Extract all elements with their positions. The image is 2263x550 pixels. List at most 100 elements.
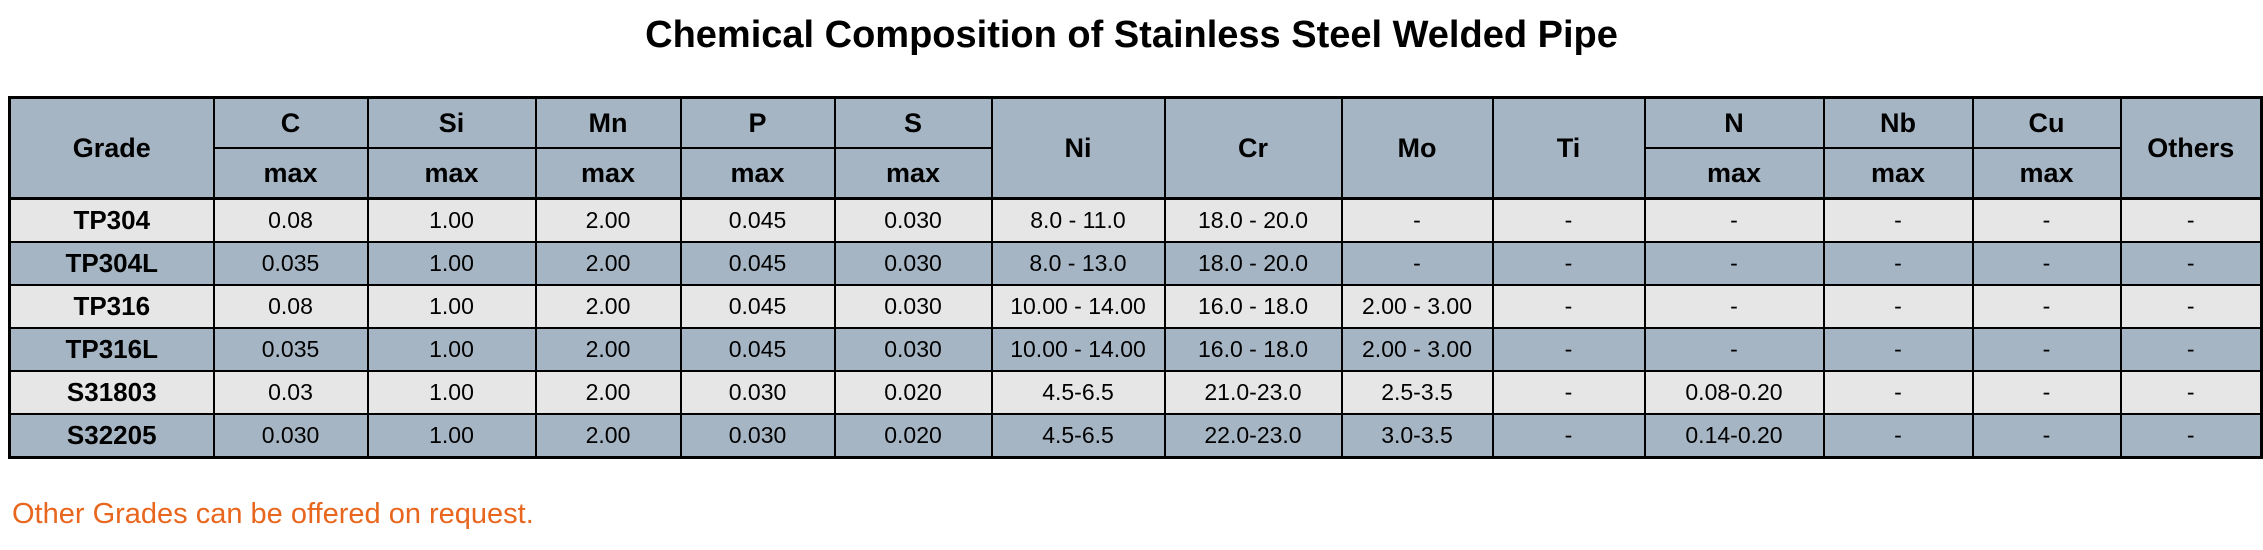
value-cell: - [1491, 413, 1646, 459]
value-cell: - [1822, 284, 1974, 329]
header-cr: Cr [1163, 96, 1343, 200]
value-cell: 0.14-0.20 [1643, 413, 1825, 459]
value-cell: 1.00 [366, 284, 537, 329]
value-cell: - [2119, 241, 2263, 286]
value-cell: 0.030 [833, 327, 993, 372]
value-cell: 1.00 [366, 413, 537, 459]
value-cell: 1.00 [366, 327, 537, 372]
value-cell: - [1643, 241, 1825, 286]
header-p: P [679, 96, 836, 149]
value-cell: 0.045 [679, 284, 836, 329]
value-cell: 2.00 [534, 284, 682, 329]
subheader-n-max: max [1643, 147, 1825, 200]
table-header: Grade C Si Mn P S Ni Cr Mo Ti N Nb Cu Ot… [8, 96, 2263, 200]
value-cell: - [1643, 327, 1825, 372]
table-row: TP316L 0.035 1.00 2.00 0.045 0.030 10.00… [8, 327, 2263, 372]
value-cell: 8.0 - 13.0 [990, 241, 1166, 286]
subheader-s-max: max [833, 147, 993, 200]
table-body: TP304 0.08 1.00 2.00 0.045 0.030 8.0 - 1… [8, 197, 2263, 459]
value-cell: 2.00 - 3.00 [1340, 284, 1494, 329]
subheader-nb-max: max [1822, 147, 1974, 200]
value-cell: - [1971, 197, 2122, 243]
header-mn: Mn [534, 96, 682, 149]
grade-cell: S32205 [8, 413, 215, 459]
grade-cell: TP304L [8, 241, 215, 286]
value-cell: - [1971, 413, 2122, 459]
header-others: Others [2119, 96, 2263, 200]
subheader-cu-max: max [1971, 147, 2122, 200]
value-cell: - [1491, 327, 1646, 372]
header-nb: Nb [1822, 96, 1974, 149]
composition-table: Grade C Si Mn P S Ni Cr Mo Ti N Nb Cu Ot… [8, 96, 2263, 459]
value-cell: - [2119, 284, 2263, 329]
value-cell: 2.5-3.5 [1340, 370, 1494, 415]
value-cell: - [1491, 284, 1646, 329]
grade-cell: S31803 [8, 370, 215, 415]
header-n: N [1643, 96, 1825, 149]
table-row: TP316 0.08 1.00 2.00 0.045 0.030 10.00 -… [8, 284, 2263, 329]
value-cell: - [1822, 241, 1974, 286]
value-cell: 8.0 - 11.0 [990, 197, 1166, 243]
table-row: TP304L 0.035 1.00 2.00 0.045 0.030 8.0 -… [8, 241, 2263, 286]
grade-cell: TP304 [8, 197, 215, 243]
value-cell: 18.0 - 20.0 [1163, 241, 1343, 286]
value-cell: - [1822, 197, 1974, 243]
header-ti: Ti [1491, 96, 1646, 200]
value-cell: 0.035 [212, 327, 369, 372]
table-row: S32205 0.030 1.00 2.00 0.030 0.020 4.5-6… [8, 413, 2263, 459]
header-c: C [212, 96, 369, 149]
value-cell: - [1340, 197, 1494, 243]
value-cell: - [1971, 327, 2122, 372]
header-s: S [833, 96, 993, 149]
value-cell: 4.5-6.5 [990, 370, 1166, 415]
value-cell: - [1822, 327, 1974, 372]
value-cell: 1.00 [366, 197, 537, 243]
value-cell: 0.03 [212, 370, 369, 415]
value-cell: 0.045 [679, 197, 836, 243]
value-cell: 0.030 [833, 284, 993, 329]
grade-cell: TP316 [8, 284, 215, 329]
value-cell: - [2119, 327, 2263, 372]
value-cell: 1.00 [366, 241, 537, 286]
value-cell: 0.08-0.20 [1643, 370, 1825, 415]
value-cell: 2.00 [534, 370, 682, 415]
value-cell: - [1643, 284, 1825, 329]
value-cell: 0.045 [679, 241, 836, 286]
value-cell: 16.0 - 18.0 [1163, 284, 1343, 329]
value-cell: 2.00 [534, 327, 682, 372]
value-cell: 22.0-23.0 [1163, 413, 1343, 459]
header-ni: Ni [990, 96, 1166, 200]
header-si: Si [366, 96, 537, 149]
value-cell: - [1491, 197, 1646, 243]
value-cell: 0.08 [212, 284, 369, 329]
value-cell: - [1971, 284, 2122, 329]
footnote: Other Grades can be offered on request. [12, 498, 534, 530]
subheader-mn-max: max [534, 147, 682, 200]
value-cell: 4.5-6.5 [990, 413, 1166, 459]
value-cell: - [2119, 197, 2263, 243]
value-cell: - [1491, 370, 1646, 415]
value-cell: 0.08 [212, 197, 369, 243]
value-cell: - [1822, 370, 1974, 415]
value-cell: - [1340, 241, 1494, 286]
subheader-c-max: max [212, 147, 369, 200]
value-cell: - [2119, 413, 2263, 459]
value-cell: 10.00 - 14.00 [990, 284, 1166, 329]
value-cell: 0.030 [212, 413, 369, 459]
header-mo: Mo [1340, 96, 1494, 200]
table-row: TP304 0.08 1.00 2.00 0.045 0.030 8.0 - 1… [8, 197, 2263, 243]
value-cell: 0.035 [212, 241, 369, 286]
value-cell: 10.00 - 14.00 [990, 327, 1166, 372]
value-cell: 21.0-23.0 [1163, 370, 1343, 415]
table-row: S31803 0.03 1.00 2.00 0.030 0.020 4.5-6.… [8, 370, 2263, 415]
value-cell: 0.020 [833, 413, 993, 459]
value-cell: 0.045 [679, 327, 836, 372]
value-cell: 2.00 [534, 413, 682, 459]
subheader-p-max: max [679, 147, 836, 200]
value-cell: 18.0 - 20.0 [1163, 197, 1343, 243]
value-cell: - [1971, 370, 2122, 415]
value-cell: 1.00 [366, 370, 537, 415]
value-cell: - [1643, 197, 1825, 243]
value-cell: 16.0 - 18.0 [1163, 327, 1343, 372]
value-cell: 0.030 [833, 241, 993, 286]
